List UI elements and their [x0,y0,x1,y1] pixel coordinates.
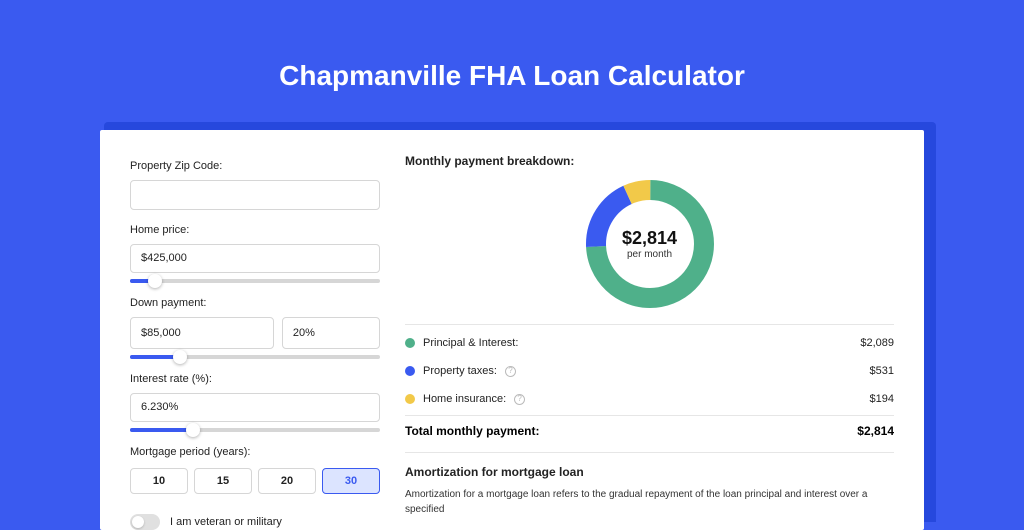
amortization-title: Amortization for mortgage loan [405,465,894,479]
down-payment-slider[interactable] [130,355,380,359]
page-title: Chapmanville FHA Loan Calculator [0,0,1024,92]
down-payment-label: Down payment: [130,297,380,309]
mortgage-period-option-20[interactable]: 20 [258,468,316,494]
breakdown-title: Monthly payment breakdown: [405,154,894,168]
info-icon[interactable]: ? [505,366,516,377]
mortgage-period-option-30[interactable]: 30 [322,468,380,494]
legend-dot [405,366,415,376]
mortgage-period-options: 10152030 [130,468,380,494]
total-value: $2,814 [857,424,894,438]
donut-chart: $2,814 per month [405,174,894,322]
down-payment-amount-input[interactable] [130,317,274,349]
toggle-knob [132,516,144,528]
legend-row: Home insurance:? $194 [405,385,894,413]
breakdown-panel: Monthly payment breakdown: $2,814 per mo… [405,154,894,530]
donut-amount: $2,814 [622,228,677,249]
mortgage-period-option-15[interactable]: 15 [194,468,252,494]
home-price-input[interactable] [130,244,380,274]
mortgage-period-option-10[interactable]: 10 [130,468,188,494]
legend-row: Property taxes:? $531 [405,357,894,385]
amortization-section: Amortization for mortgage loan Amortizat… [405,452,894,517]
interest-rate-input[interactable] [130,393,380,423]
legend-dot [405,338,415,348]
veteran-label: I am veteran or military [170,516,282,528]
form-panel: Property Zip Code: Home price: Down paym… [130,154,380,530]
info-icon[interactable]: ? [514,394,525,405]
mortgage-period-label: Mortgage period (years): [130,446,380,458]
legend-label: Property taxes: [423,365,497,377]
donut-sublabel: per month [627,249,672,260]
divider [405,324,894,325]
legend-value: $194 [870,393,894,405]
interest-rate-slider[interactable] [130,428,380,432]
legend-dot [405,394,415,404]
legend-row: Principal & Interest: $2,089 [405,329,894,357]
veteran-toggle[interactable] [130,514,160,530]
amortization-text: Amortization for a mortgage loan refers … [405,487,894,517]
calculator-card: Property Zip Code: Home price: Down paym… [100,130,924,530]
home-price-slider[interactable] [130,279,380,283]
zip-input[interactable] [130,180,380,210]
total-label: Total monthly payment: [405,424,539,438]
home-price-label: Home price: [130,224,380,236]
interest-rate-label: Interest rate (%): [130,373,380,385]
zip-label: Property Zip Code: [130,160,380,172]
legend-label: Home insurance: [423,393,506,405]
legend-label: Principal & Interest: [423,337,518,349]
total-row: Total monthly payment: $2,814 [405,415,894,452]
down-payment-percent-input[interactable] [282,317,380,349]
legend-value: $2,089 [860,337,894,349]
legend-value: $531 [870,365,894,377]
